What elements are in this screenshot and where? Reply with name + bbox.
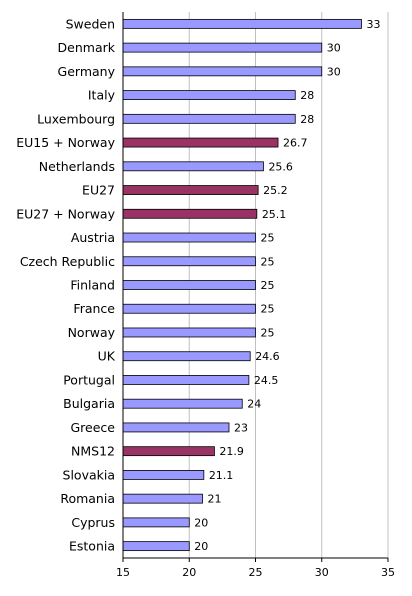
value-label: 25 bbox=[261, 326, 275, 339]
x-tick-label: 30 bbox=[315, 566, 329, 579]
value-label: 21.9 bbox=[219, 445, 244, 458]
value-label: 25 bbox=[261, 255, 275, 268]
bar-france bbox=[122, 303, 256, 314]
value-label: 21 bbox=[208, 493, 222, 506]
category-label: NMS12 bbox=[71, 444, 115, 459]
category-label: Austria bbox=[71, 230, 115, 245]
category-label: Denmark bbox=[58, 40, 116, 55]
value-label: 21.1 bbox=[209, 469, 234, 482]
bar-eu27-norway bbox=[122, 208, 258, 219]
bar-germany bbox=[122, 66, 323, 77]
value-label: 23 bbox=[234, 421, 248, 434]
category-label: Cyprus bbox=[71, 515, 115, 530]
category-label: Norway bbox=[68, 325, 116, 340]
category-label: Portugal bbox=[63, 372, 115, 387]
value-label: 20 bbox=[194, 540, 208, 553]
bar-austria bbox=[122, 232, 256, 243]
bar-denmark bbox=[122, 42, 323, 53]
bar-greece bbox=[122, 422, 230, 433]
bar-norway bbox=[122, 327, 256, 338]
value-label: 25.6 bbox=[268, 160, 293, 173]
bar-netherlands bbox=[122, 161, 264, 172]
value-label: 25 bbox=[261, 232, 275, 245]
category-labels: Sweden Denmark Germany Italy Luxembourg EU15 … bbox=[16, 16, 116, 553]
category-label: Romania bbox=[60, 491, 115, 506]
x-tick-label: 20 bbox=[182, 566, 196, 579]
x-tick-label: 25 bbox=[249, 566, 263, 579]
bar-finland bbox=[122, 280, 256, 290]
category-label: France bbox=[73, 301, 115, 316]
value-label: 24 bbox=[247, 398, 261, 411]
value-label: 25.1 bbox=[262, 208, 287, 221]
category-label: Czech Republic bbox=[20, 254, 115, 269]
category-label: Bulgaria bbox=[63, 396, 115, 411]
category-label: Estonia bbox=[69, 539, 115, 554]
value-label: 20 bbox=[194, 516, 208, 529]
value-label: 33 bbox=[367, 18, 381, 31]
category-label: Finland bbox=[70, 278, 115, 293]
bar-luxembourg bbox=[122, 113, 296, 124]
bar-romania bbox=[122, 493, 203, 504]
value-label: 30 bbox=[327, 42, 341, 55]
category-label: Luxembourg bbox=[37, 111, 115, 126]
value-label: 25 bbox=[261, 279, 275, 292]
category-label: EU15 + Norway bbox=[16, 135, 115, 150]
value-label: 24.6 bbox=[255, 350, 280, 363]
bar-sweden bbox=[122, 18, 362, 29]
bar-italy bbox=[122, 90, 296, 100]
value-label: 28 bbox=[300, 113, 314, 126]
x-tick-label: 35 bbox=[381, 566, 395, 579]
bars: 33 30 30 28 28 26.7 25.6 25.2 25.1 25 25 25 25 25 24.6… bbox=[122, 18, 381, 553]
bar-cyprus bbox=[122, 517, 190, 528]
category-label: EU27 bbox=[82, 183, 115, 198]
value-label: 25 bbox=[261, 303, 275, 316]
x-axis: 15 20 25 30 35 bbox=[116, 12, 395, 579]
bar-estonia bbox=[122, 541, 190, 552]
bar-eu27 bbox=[122, 185, 259, 195]
value-label: 28 bbox=[300, 89, 314, 102]
bar-czech-republic bbox=[122, 256, 256, 267]
bar-uk bbox=[122, 351, 251, 362]
value-label: 24.5 bbox=[254, 374, 279, 387]
bar-eu15-norway bbox=[122, 137, 279, 148]
category-label: Slovakia bbox=[63, 467, 115, 482]
category-label: Netherlands bbox=[39, 159, 115, 174]
category-label: Germany bbox=[58, 64, 116, 79]
bar-nms12 bbox=[122, 446, 215, 457]
category-label: EU27 + Norway bbox=[16, 206, 115, 221]
x-tick-label: 15 bbox=[116, 566, 130, 579]
value-label: 26.7 bbox=[283, 137, 308, 150]
bar-slovakia bbox=[122, 470, 205, 480]
category-label: Greece bbox=[71, 420, 116, 435]
bar-portugal bbox=[122, 375, 250, 385]
value-label: 30 bbox=[327, 65, 341, 78]
value-label: 25.2 bbox=[263, 184, 288, 197]
category-label: Sweden bbox=[66, 16, 115, 31]
bar-bulgaria bbox=[122, 398, 243, 409]
category-label: Italy bbox=[88, 88, 116, 103]
category-label: UK bbox=[98, 349, 116, 364]
